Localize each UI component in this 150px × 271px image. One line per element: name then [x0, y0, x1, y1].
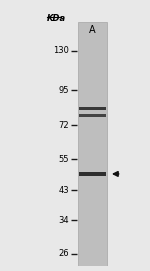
- Text: A: A: [89, 25, 96, 35]
- Bar: [79, 172, 106, 176]
- Text: 72: 72: [58, 121, 69, 130]
- Text: 55: 55: [59, 155, 69, 164]
- Text: 130: 130: [53, 46, 69, 55]
- Text: 26: 26: [58, 249, 69, 259]
- Text: 43: 43: [58, 186, 69, 195]
- Bar: [79, 114, 106, 117]
- Text: 95: 95: [59, 86, 69, 95]
- Bar: [79, 108, 106, 110]
- Text: KDa: KDa: [46, 14, 66, 23]
- Text: 34: 34: [58, 216, 69, 225]
- Bar: [78, 22, 107, 266]
